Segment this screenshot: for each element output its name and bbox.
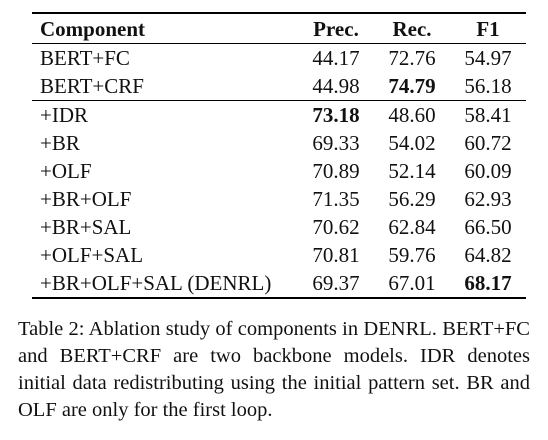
header-cell: Component bbox=[40, 16, 146, 41]
table-row: BERT+CRF 44.98 74.79 56.18 bbox=[32, 72, 526, 101]
table-row: +BR 69.33 54.02 60.72 bbox=[32, 129, 526, 157]
table-row: +OLF 70.89 52.14 60.09 bbox=[32, 157, 526, 185]
score-cell: 72.76 bbox=[388, 46, 436, 70]
score-cell: 60.72 bbox=[464, 131, 512, 155]
table-row: +BR+SAL 70.62 62.84 66.50 bbox=[32, 213, 526, 241]
table-row: +BR+OLF 71.35 56.29 62.93 bbox=[32, 185, 526, 213]
score-cell: 54.02 bbox=[388, 131, 436, 155]
component-cell: +BR+SAL bbox=[40, 215, 132, 239]
header-row: Component Prec. Rec. F1 bbox=[32, 13, 526, 44]
component-cell: +OLF+SAL bbox=[40, 243, 144, 267]
score-cell: 52.14 bbox=[388, 159, 436, 183]
score-cell: 44.98 bbox=[312, 74, 360, 98]
score-cell: 56.18 bbox=[464, 74, 512, 98]
score-cell: 59.76 bbox=[388, 243, 436, 267]
component-cell: BERT+CRF bbox=[40, 74, 144, 98]
component-cell: BERT+FC bbox=[40, 46, 130, 70]
score-cell: 62.84 bbox=[388, 215, 436, 239]
score-cell: 73.18 bbox=[312, 103, 360, 127]
ablation-table: Component Prec. Rec. F1 BERT+FC 44.17 72.7… bbox=[32, 12, 526, 299]
score-cell: 56.29 bbox=[388, 187, 436, 211]
score-cell: 54.97 bbox=[464, 46, 512, 70]
table-row: BERT+FC 44.17 72.76 54.97 bbox=[32, 44, 526, 73]
score-cell: 69.37 bbox=[312, 271, 360, 295]
score-cell: 44.17 bbox=[312, 46, 360, 70]
table-row: +BR+OLF+SAL (DENRL) 69.37 67.01 68.17 bbox=[32, 269, 526, 298]
score-cell: 58.41 bbox=[464, 103, 512, 127]
table-body: BERT+FC 44.17 72.76 54.97 BERT+CRF 44.98 74.79… bbox=[32, 44, 526, 298]
score-cell: 69.33 bbox=[312, 131, 360, 155]
score-cell: 62.93 bbox=[464, 187, 512, 211]
component-cell: +BR+OLF bbox=[40, 187, 132, 211]
score-cell: 70.81 bbox=[312, 243, 360, 267]
score-cell: 71.35 bbox=[312, 187, 360, 211]
header-cell: Prec. bbox=[313, 16, 359, 41]
table-row: +OLF+SAL 70.81 59.76 64.82 bbox=[32, 241, 526, 269]
component-cell: +BR+OLF+SAL (DENRL) bbox=[40, 271, 272, 295]
score-cell: 68.17 bbox=[464, 271, 512, 295]
score-cell: 70.62 bbox=[312, 215, 360, 239]
component-cell: +OLF bbox=[40, 159, 92, 183]
table-row: +IDR 73.18 48.60 58.41 bbox=[32, 100, 526, 130]
score-cell: 67.01 bbox=[388, 271, 436, 295]
score-cell: 70.89 bbox=[312, 159, 360, 183]
header-cell: F1 bbox=[476, 16, 500, 41]
score-cell: 66.50 bbox=[464, 215, 512, 239]
score-cell: 64.82 bbox=[464, 243, 512, 267]
score-cell: 48.60 bbox=[388, 103, 436, 127]
caption: Table 2: Ablation study of components in… bbox=[18, 318, 530, 421]
score-cell: 60.09 bbox=[464, 159, 512, 183]
header-cell: Rec. bbox=[392, 16, 432, 41]
score-cell: 74.79 bbox=[388, 74, 436, 98]
component-cell: +IDR bbox=[40, 103, 89, 127]
component-cell: +BR bbox=[40, 131, 80, 155]
